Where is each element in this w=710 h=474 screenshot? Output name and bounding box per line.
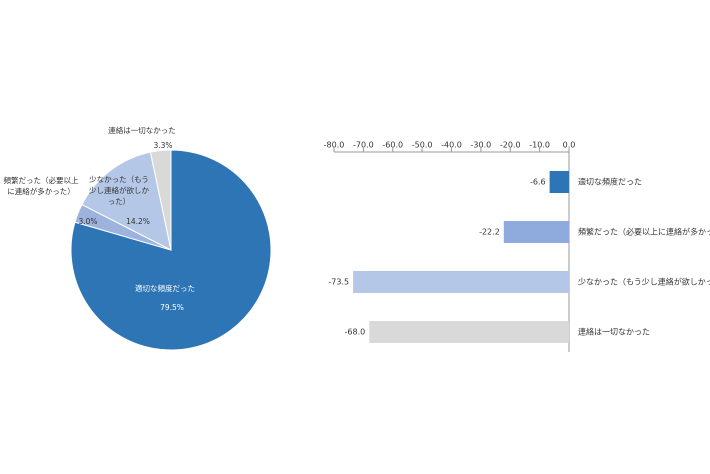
value-label: -68.0 <box>345 328 366 337</box>
x-tick-label: -10.0 <box>529 141 550 150</box>
x-tick-label: -30.0 <box>471 141 492 150</box>
x-tick-label: -50.0 <box>412 141 433 150</box>
pie-slice <box>149 149 172 251</box>
slice-value: 79.5% <box>160 303 184 312</box>
value-label: -6.6 <box>530 178 546 187</box>
x-tick-label: -70.0 <box>353 141 374 150</box>
slice-value: 3.0% <box>78 217 98 226</box>
pie-slice <box>81 151 172 251</box>
x-tick-label: 0.0 <box>563 141 576 150</box>
bar <box>369 321 569 343</box>
slice-label: 適切な頻度だった <box>135 284 195 293</box>
value-label: -22.2 <box>479 228 500 237</box>
slice-value: 3.3% <box>153 141 173 150</box>
slice-value: 14.2% <box>126 217 150 226</box>
bar <box>353 271 569 293</box>
x-tick-label: -40.0 <box>441 141 462 150</box>
x-tick-label: -20.0 <box>500 141 521 150</box>
category-label: 適切な頻度だった <box>578 177 642 187</box>
slice-label: 頻繁だった（必要以上に連絡が多かった） <box>3 176 79 196</box>
x-tick-label: -80.0 <box>324 141 345 150</box>
slice-label: 少なかった（もう少し連絡が欲しかった） <box>89 175 149 206</box>
value-label: -73.5 <box>328 278 349 287</box>
bar <box>503 221 569 243</box>
category-label: 少なかった（もう少し連絡が欲しかった） <box>578 277 710 287</box>
x-tick-label: -60.0 <box>382 141 403 150</box>
slice-label: 連絡は一切なかった <box>108 126 176 135</box>
category-label: 頻繁だった（必要以上に連絡が多かった） <box>578 227 710 237</box>
bar <box>549 171 569 193</box>
category-label: 連絡は一切なかった <box>578 327 650 337</box>
